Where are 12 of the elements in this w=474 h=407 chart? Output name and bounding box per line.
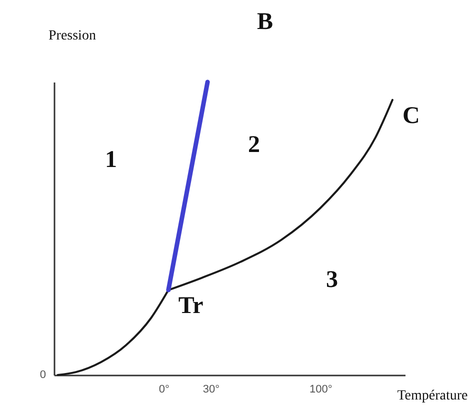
x-tick-label: 100° — [310, 384, 332, 396]
annotation: C — [402, 102, 420, 129]
text: 0 — [40, 369, 46, 381]
annotation: 1 — [105, 147, 117, 173]
x-tick-label: 30° — [202, 384, 220, 396]
annotation: 2 — [248, 132, 260, 158]
annotation: Tr — [178, 293, 204, 320]
y-axis-title: Pression — [48, 28, 96, 44]
x-tick-label: 0° — [158, 384, 170, 396]
annotation: 3 — [326, 267, 338, 293]
x-axis-title: Température — [397, 388, 468, 404]
text: B — [257, 9, 274, 35]
